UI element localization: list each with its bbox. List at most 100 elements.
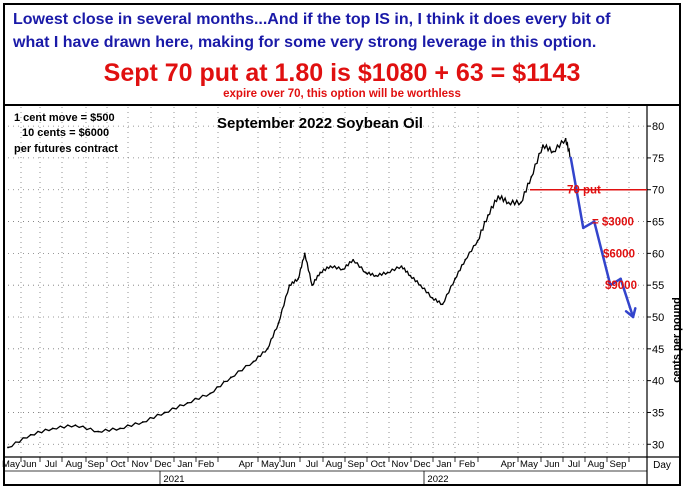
price-segment bbox=[553, 138, 567, 153]
price-segment bbox=[431, 297, 443, 306]
price-point bbox=[386, 271, 389, 274]
x-tick-label: Feb bbox=[459, 459, 475, 470]
price-segment bbox=[30, 427, 54, 436]
price-segment bbox=[142, 411, 166, 423]
annotation-label: = $3000 bbox=[592, 217, 634, 229]
x-tick-label: Jun bbox=[280, 459, 295, 470]
price-point bbox=[374, 274, 377, 277]
price-point bbox=[341, 268, 344, 271]
x-tick-label: Apr bbox=[239, 459, 254, 470]
x-tick-label: Oct bbox=[111, 459, 126, 470]
x-tick-label: Jan bbox=[436, 459, 451, 470]
price-segment bbox=[441, 278, 456, 305]
annotation-label: 70 put bbox=[567, 185, 601, 197]
price-point bbox=[352, 258, 355, 261]
price-segment bbox=[187, 392, 211, 404]
price-segment bbox=[487, 195, 499, 216]
price-point bbox=[209, 392, 212, 395]
price-segment bbox=[352, 259, 366, 274]
info-line: 1 cent move = $500 bbox=[14, 112, 115, 124]
price-segment bbox=[409, 275, 421, 286]
price-segment bbox=[210, 377, 232, 394]
x-axis-label: Day bbox=[653, 460, 671, 471]
projection-layer bbox=[569, 156, 637, 319]
x-tick-label: Jul bbox=[45, 459, 57, 470]
price-point bbox=[431, 297, 434, 299]
axes bbox=[5, 104, 681, 485]
projection-segment bbox=[609, 277, 622, 287]
year-label: 2021 bbox=[163, 474, 184, 485]
y-tick-label: 30 bbox=[652, 439, 664, 451]
info-line: 10 cents = $6000 bbox=[22, 127, 109, 139]
x-tick-label: Apr bbox=[501, 459, 516, 470]
price-segment bbox=[530, 145, 544, 178]
price-segment bbox=[120, 421, 144, 430]
price-point bbox=[186, 402, 189, 404]
x-tick-label: Aug bbox=[326, 459, 343, 470]
price-point bbox=[266, 347, 269, 350]
price-segment bbox=[365, 271, 377, 278]
price-segment bbox=[97, 427, 121, 433]
price-point bbox=[29, 433, 32, 436]
y-tick-label: 65 bbox=[652, 217, 664, 229]
y-tick-label: 45 bbox=[652, 344, 664, 356]
x-tick-label: Aug bbox=[588, 459, 605, 470]
x-tick-label: Sep bbox=[88, 459, 105, 470]
price-point bbox=[441, 303, 444, 306]
price-segment bbox=[304, 253, 313, 286]
price-point bbox=[7, 446, 9, 449]
price-point bbox=[303, 252, 306, 255]
price-point bbox=[487, 214, 489, 217]
projection-segment bbox=[581, 220, 596, 230]
price-point bbox=[311, 284, 314, 287]
price-point bbox=[552, 150, 555, 153]
x-tick-label: Jan bbox=[177, 459, 192, 470]
price-segment bbox=[297, 253, 306, 280]
price-point bbox=[297, 277, 300, 280]
price-segment bbox=[542, 143, 554, 154]
x-tick-label: Jun bbox=[544, 459, 559, 470]
headline-note: expire over 70, this option will be wort… bbox=[223, 88, 461, 100]
x-tick-label: Jul bbox=[306, 459, 318, 470]
projection-arrowhead bbox=[624, 307, 637, 319]
x-tick-label: Jun bbox=[21, 459, 36, 470]
price-segment bbox=[7, 434, 32, 449]
price-segment bbox=[477, 215, 489, 242]
price-segment bbox=[164, 402, 188, 414]
y-axis-label: cents per pound bbox=[671, 297, 683, 383]
projection-segment bbox=[569, 156, 585, 230]
price-point bbox=[252, 360, 255, 363]
y-tick-label: 60 bbox=[652, 248, 664, 260]
price-point bbox=[288, 284, 291, 287]
x-tick-label: May bbox=[520, 459, 538, 470]
x-tick-label: Sep bbox=[610, 459, 627, 470]
price-segment bbox=[508, 198, 522, 207]
x-tick-label: Feb bbox=[198, 459, 214, 470]
price-segment bbox=[230, 361, 254, 379]
y-tick-label: 35 bbox=[652, 407, 664, 419]
price-segment bbox=[342, 259, 354, 270]
price-point bbox=[530, 176, 533, 178]
price-point bbox=[141, 421, 144, 423]
price-point bbox=[277, 322, 280, 325]
info-line: per futures contract bbox=[14, 143, 118, 155]
price-point bbox=[454, 277, 456, 280]
price-point bbox=[319, 271, 322, 274]
price-segment bbox=[320, 265, 331, 274]
x-tick-label: Oct bbox=[371, 459, 386, 470]
x-tick-label: Jul bbox=[568, 459, 580, 470]
year-label: 2022 bbox=[427, 474, 448, 485]
price-point bbox=[564, 137, 567, 140]
price-segment bbox=[277, 285, 291, 324]
price-point bbox=[409, 274, 412, 277]
price-point bbox=[163, 411, 166, 414]
price-point bbox=[364, 271, 367, 274]
price-segment bbox=[75, 424, 99, 433]
price-point bbox=[476, 239, 479, 242]
price-segment bbox=[387, 265, 402, 274]
price-point bbox=[329, 265, 332, 267]
price-point bbox=[97, 430, 100, 433]
price-point bbox=[464, 258, 467, 261]
